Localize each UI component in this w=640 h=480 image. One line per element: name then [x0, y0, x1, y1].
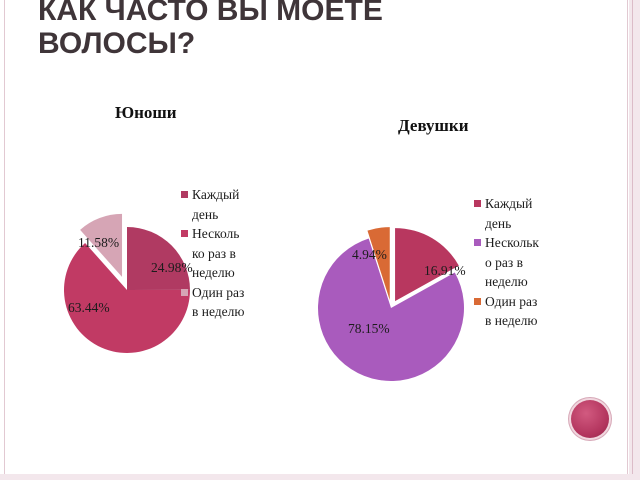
legend-swatch: [181, 230, 188, 237]
chart-title-girls: Девушки: [398, 116, 469, 135]
slide-border-bottom: [0, 474, 640, 480]
slice-value-label: 63.44%: [68, 300, 110, 315]
legend-item: Один раз в неделю: [181, 283, 244, 322]
legend-item: Нескольк о раз в неделю: [474, 233, 539, 292]
chart-title-boys: Юноши: [115, 103, 177, 122]
pie-slice: [80, 213, 123, 277]
legend-label: Каждый день: [485, 196, 533, 231]
legend-swatch: [474, 200, 481, 207]
slide-border-right: [629, 0, 640, 480]
legend-swatch: [474, 239, 481, 246]
legend-label: Каждый день: [192, 187, 240, 222]
legend-label: Несколь ко раз в неделю: [192, 226, 240, 280]
slide-border-right-line: [632, 0, 633, 480]
slide-title: Как часто вы моете волосы?: [38, 0, 383, 60]
slice-value-label: 11.58%: [78, 235, 119, 250]
slice-value-label: 24.98%: [151, 260, 193, 275]
legend-item: Один раз в неделю: [474, 292, 539, 331]
pie-slice: [395, 228, 459, 302]
legend-label: Один раз в неделю: [485, 293, 538, 329]
legend-item: Каждый день: [474, 194, 539, 233]
pie-chart-girls: 16.91% 78.15% 4.94%: [318, 227, 466, 381]
legend-label: Один раз в неделю: [192, 284, 245, 320]
pie-slice: [64, 242, 190, 353]
decorative-circle-icon: [571, 400, 609, 438]
pie-slice: [318, 238, 464, 381]
legend-girls: Каждый день Нескольк о раз в неделю Один…: [474, 194, 539, 331]
legend-boys: Каждый день Несколь ко раз в неделю Один…: [181, 185, 244, 322]
legend-label: Нескольк о раз в неделю: [485, 235, 539, 289]
slice-value-label: 78.15%: [348, 321, 390, 336]
slice-value-label: 4.94%: [352, 247, 387, 262]
legend-swatch: [181, 288, 188, 296]
legend-item: Несколь ко раз в неделю: [181, 224, 244, 283]
pie-slice: [127, 227, 190, 290]
pie-chart-boys: 24.98% 63.44% 11.58%: [64, 213, 193, 353]
slice-value-label: 16.91%: [424, 263, 466, 278]
legend-item: Каждый день: [181, 185, 244, 224]
pie-slice: [367, 227, 390, 301]
legend-swatch: [474, 297, 481, 305]
legend-swatch: [181, 191, 188, 198]
